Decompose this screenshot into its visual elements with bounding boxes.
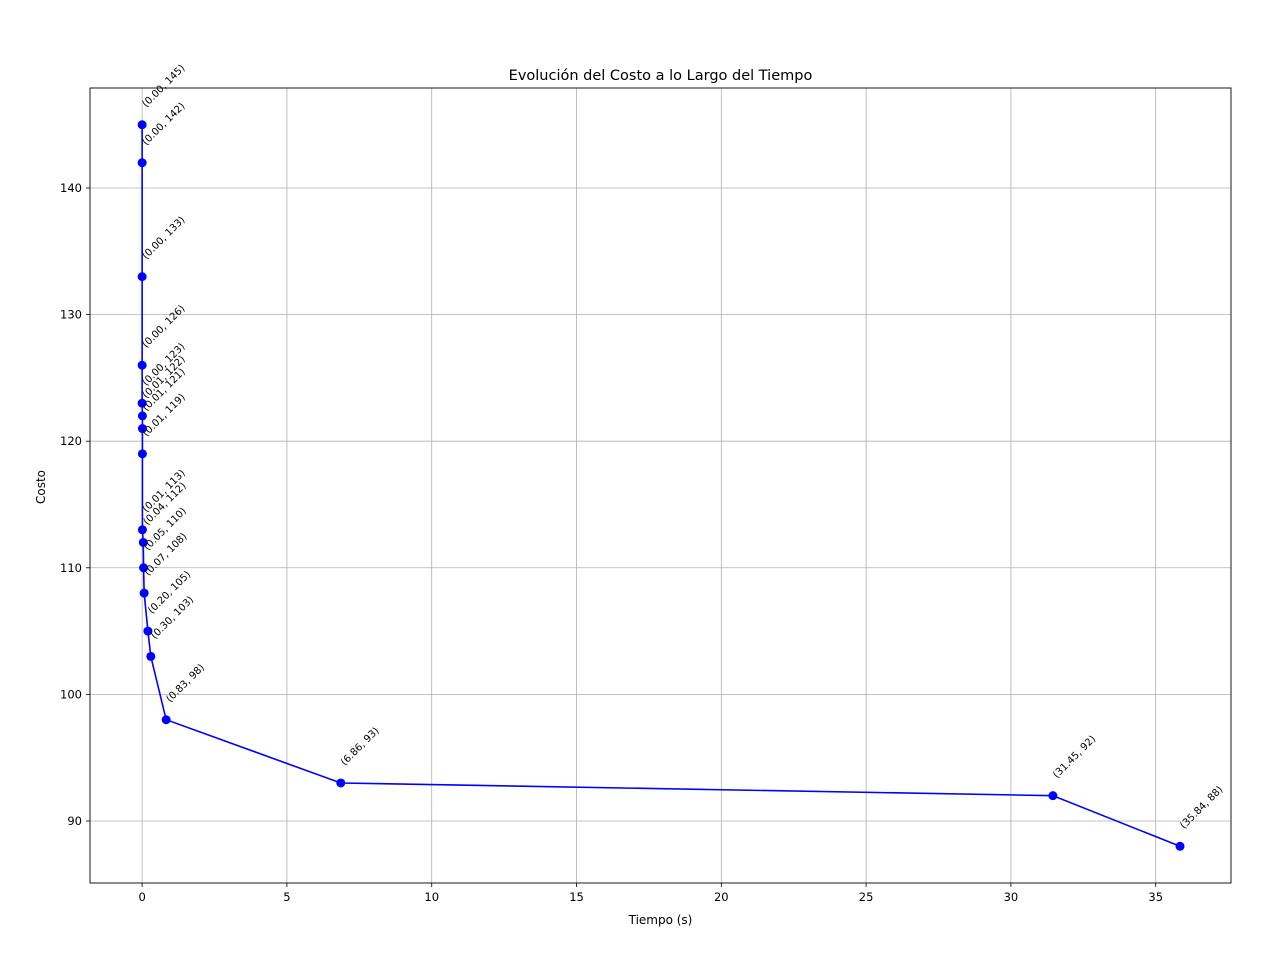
- x-tick-label: 20: [714, 890, 729, 904]
- data-label: (0.00, 133): [140, 215, 187, 262]
- data-point: [137, 398, 147, 408]
- point-labels: (0.00, 145)(0.00, 142)(0.00, 133)(0.00, …: [140, 63, 1225, 832]
- plot-frame: [89, 87, 1232, 884]
- data-point: [146, 651, 156, 661]
- data-point: [336, 778, 346, 788]
- data-label: (35.84, 88): [1178, 784, 1225, 831]
- data-point: [137, 272, 147, 282]
- data-label: (31.45, 92): [1051, 734, 1098, 781]
- y-tick-label: 110: [60, 561, 82, 575]
- y-tick-label: 100: [60, 687, 82, 701]
- data-point: [137, 411, 147, 421]
- data-point: [137, 360, 147, 370]
- data-point: [1048, 791, 1058, 801]
- y-tick-label: 130: [60, 308, 82, 322]
- data-label: (6.86, 93): [339, 726, 382, 769]
- x-tick-label: 35: [1148, 890, 1163, 904]
- y-tick-label: 140: [60, 181, 82, 195]
- y-tick-label: 90: [67, 814, 82, 828]
- chart-title: Evolución del Costo a lo Largo del Tiemp…: [509, 68, 813, 84]
- data-point: [137, 424, 147, 434]
- x-tick-label: 25: [859, 890, 874, 904]
- series-cost: [137, 120, 1185, 851]
- data-point: [139, 588, 149, 598]
- y-axis-label: Costo: [34, 470, 48, 504]
- data-point: [137, 525, 147, 535]
- data-point: [138, 537, 148, 547]
- x-tick-label: 0: [138, 890, 145, 904]
- data-point: [137, 449, 147, 459]
- x-axis-label: Tiempo (s): [628, 913, 693, 927]
- y-tick-label: 120: [60, 434, 82, 448]
- data-point: [1175, 841, 1185, 851]
- data-point: [137, 158, 147, 168]
- x-tick-label: 30: [1004, 890, 1019, 904]
- data-label: (0.83, 98): [165, 662, 208, 705]
- data-point: [143, 626, 153, 636]
- axis-ticks: 0 5 10 15 20 25 30 35 90 100 110 120 130 140: [60, 181, 1163, 904]
- x-tick-label: 10: [424, 890, 439, 904]
- series-line: [141, 124, 1181, 848]
- data-point: [161, 715, 171, 725]
- data-point: [139, 563, 149, 573]
- data-point: [137, 120, 147, 130]
- grid-lines: [90, 88, 1231, 883]
- x-tick-label: 15: [569, 890, 584, 904]
- x-tick-label: 5: [283, 890, 290, 904]
